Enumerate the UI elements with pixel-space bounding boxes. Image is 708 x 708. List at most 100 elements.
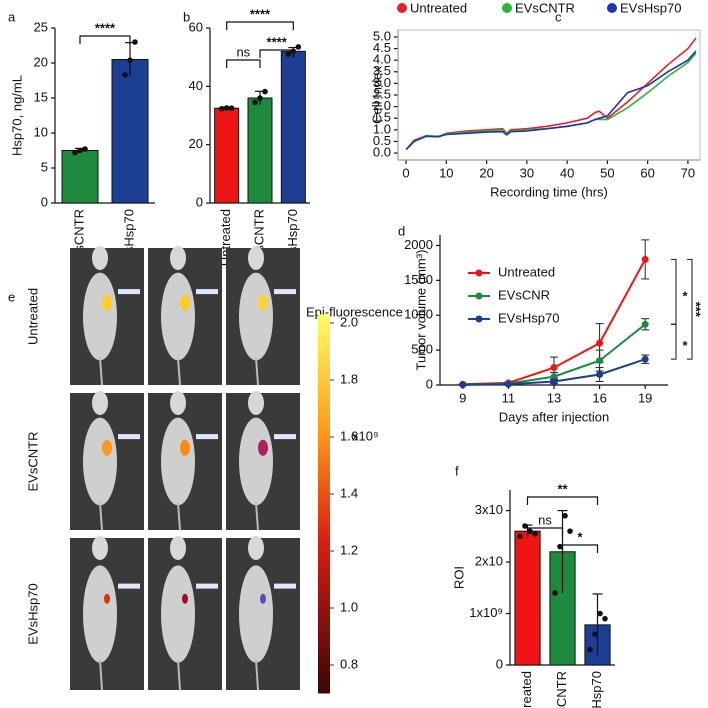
significance-label: * xyxy=(577,529,583,544)
significance-bracket xyxy=(671,258,677,325)
y-tick-label: 0 xyxy=(196,194,203,209)
data-point xyxy=(262,88,268,95)
mouse-head xyxy=(92,246,108,270)
data-point xyxy=(223,105,230,111)
y-tick-label: 1500 xyxy=(404,272,433,287)
mouse-body xyxy=(239,565,273,663)
legend-label: Untreated xyxy=(410,0,467,15)
colorbar-tick-label: 1.2 xyxy=(340,542,358,557)
roi-label xyxy=(274,434,296,440)
x-tick-label: EVsCNTR xyxy=(554,671,569,708)
x-tick-label: EVsHsp70 xyxy=(589,671,604,708)
y-tick-label: 0.5 xyxy=(373,133,391,148)
legend-marker xyxy=(502,3,512,13)
mouse-head xyxy=(92,536,108,560)
significance-label: **** xyxy=(267,34,288,49)
x-axis-label: Recording time (hrs) xyxy=(490,184,608,199)
x-tick-label: 40 xyxy=(560,165,574,180)
y-tick-label: 2.5 xyxy=(373,86,391,101)
x-tick-label: 16 xyxy=(592,390,606,405)
mouse-body xyxy=(161,272,195,361)
data-point xyxy=(602,615,608,622)
roi-label xyxy=(196,583,218,589)
legend-label: EVsHsp70 xyxy=(498,310,559,325)
panel-letter: c xyxy=(555,9,562,24)
data-point xyxy=(228,105,235,112)
legend-marker xyxy=(397,3,407,13)
data-point xyxy=(641,355,649,363)
significance-bracket xyxy=(687,258,693,360)
mouse-tail xyxy=(177,502,181,531)
x-tick-label: 19 xyxy=(638,390,652,405)
data-point xyxy=(552,590,558,596)
data-point xyxy=(596,371,604,379)
data-point xyxy=(285,51,292,58)
x-tick-label: 10 xyxy=(439,165,453,180)
mouse-body xyxy=(161,417,195,506)
legend-label: EVsHsp70 xyxy=(620,0,681,15)
x-tick-label: 50 xyxy=(600,165,614,180)
colorbar-tick-label: 1.8 xyxy=(340,371,358,386)
mouse-head xyxy=(248,246,264,270)
row-label: EVsHsp70 xyxy=(25,583,40,644)
mouse-body xyxy=(239,417,273,506)
x-tick-label: 13 xyxy=(547,390,561,405)
mouse-tail xyxy=(99,659,103,691)
significance-bracket xyxy=(259,49,294,58)
colorbar-tick-label: 2.0 xyxy=(340,314,358,329)
roi-label xyxy=(274,289,296,295)
signal xyxy=(180,439,190,456)
y-axis-label: Cell Index xyxy=(369,66,384,124)
legend-label: Untreated xyxy=(498,264,555,279)
y-tick-label: 3x10 xyxy=(475,502,503,517)
series-line xyxy=(405,50,697,151)
signal xyxy=(260,593,266,604)
signal xyxy=(180,294,190,311)
significance-bracket xyxy=(226,21,294,30)
panel-letter: a xyxy=(8,9,16,24)
data-point xyxy=(567,528,573,534)
data-point xyxy=(557,543,563,550)
y-tick-label: 0 xyxy=(426,376,433,391)
significance-label: **** xyxy=(95,20,116,35)
data-point xyxy=(122,72,128,78)
y-tick-label: 5 xyxy=(41,159,48,174)
legend-marker xyxy=(475,315,483,323)
legend-label: EVsCNR xyxy=(498,287,550,302)
significance-label: ns xyxy=(236,44,250,59)
mouse-tail xyxy=(177,357,181,386)
roi-label xyxy=(274,583,296,589)
y-tick-label: 1x10⁹ xyxy=(469,605,503,620)
colorbar-tick-label: 1.4 xyxy=(340,485,358,500)
y-tick-label: 2x10 xyxy=(475,553,503,568)
y-tick-label: 2.0 xyxy=(373,98,391,113)
mouse-tail xyxy=(177,659,181,691)
colorbar-tick-label: 1.6 xyxy=(340,428,358,443)
data-point xyxy=(132,39,138,45)
y-tick-label: 1.5 xyxy=(373,110,391,125)
mouse-tail xyxy=(255,357,259,386)
y-tick-label: 0.0 xyxy=(373,144,391,159)
y-tick-label: 60 xyxy=(189,19,203,34)
mouse-body xyxy=(83,565,117,663)
x-tick-label: 70 xyxy=(681,165,695,180)
y-tick-label: 20 xyxy=(34,54,48,69)
mouse-head xyxy=(92,391,108,415)
mouse-body xyxy=(83,417,117,506)
data-point xyxy=(527,528,533,534)
significance-label: **** xyxy=(250,6,271,21)
mouse-tail xyxy=(99,502,103,531)
x-tick-label: 20 xyxy=(479,165,493,180)
y-tick-label: 2000 xyxy=(404,237,433,252)
data-point xyxy=(550,378,558,386)
row-label: Untreated xyxy=(25,288,40,345)
signal xyxy=(102,294,112,311)
y-tick-label: 1000 xyxy=(404,307,433,322)
signal xyxy=(258,294,268,311)
colorbar-label: Epi-fluorescence xyxy=(306,304,403,319)
data-point xyxy=(641,255,649,263)
roi-label xyxy=(118,434,140,440)
y-tick-label: 4.0 xyxy=(373,52,391,67)
mouse-head xyxy=(170,536,186,560)
mouse-tail xyxy=(255,502,259,531)
